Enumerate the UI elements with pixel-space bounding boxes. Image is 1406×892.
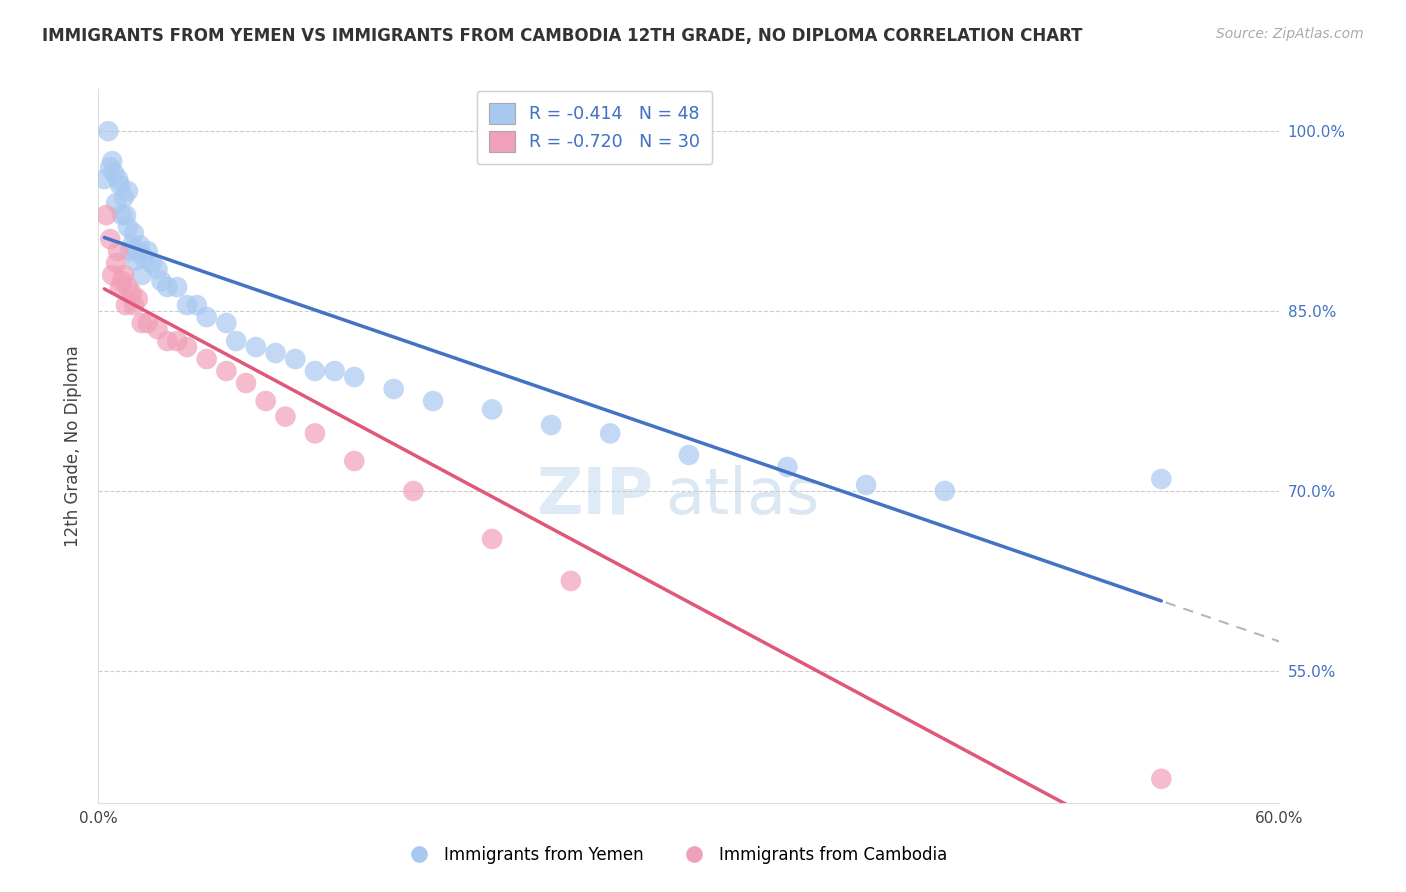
Point	[150, 274, 173, 288]
Point	[118, 244, 141, 259]
Point	[422, 394, 444, 409]
Point	[131, 316, 153, 330]
Point	[112, 268, 135, 282]
Point	[254, 394, 277, 409]
Point	[166, 280, 188, 294]
Point	[101, 154, 124, 169]
Point	[108, 280, 131, 294]
Point	[112, 190, 135, 204]
Point	[111, 208, 134, 222]
Point	[117, 280, 139, 294]
Point	[343, 454, 366, 468]
Point	[136, 244, 159, 259]
Point	[599, 426, 621, 441]
Point	[195, 310, 218, 324]
Point	[121, 286, 143, 301]
Point	[156, 280, 179, 294]
Point	[115, 298, 138, 312]
Point	[855, 478, 877, 492]
Point	[117, 184, 139, 198]
Point	[107, 172, 129, 186]
Point	[93, 172, 115, 186]
Point	[176, 340, 198, 354]
Point	[122, 226, 145, 240]
Point	[127, 292, 149, 306]
Point	[128, 238, 150, 252]
Point	[402, 483, 425, 498]
Point	[127, 244, 149, 259]
Legend: R = -0.414   N = 48, R = -0.720   N = 30: R = -0.414 N = 48, R = -0.720 N = 30	[477, 91, 711, 164]
Point	[146, 322, 169, 336]
Text: IMMIGRANTS FROM YEMEN VS IMMIGRANTS FROM CAMBODIA 12TH GRADE, NO DIPLOMA CORRELA: IMMIGRANTS FROM YEMEN VS IMMIGRANTS FROM…	[42, 27, 1083, 45]
Point	[245, 340, 267, 354]
Y-axis label: 12th Grade, No Diploma: 12th Grade, No Diploma	[65, 345, 83, 547]
Point	[323, 364, 346, 378]
Point	[121, 238, 143, 252]
Text: ZIP: ZIP	[537, 465, 654, 527]
Point	[166, 334, 188, 348]
Text: atlas: atlas	[665, 465, 820, 527]
Point	[934, 483, 956, 498]
Point	[274, 409, 297, 424]
Point	[107, 244, 129, 259]
Point	[176, 298, 198, 312]
Point	[1150, 772, 1173, 786]
Point	[146, 262, 169, 277]
Point	[1150, 472, 1173, 486]
Point	[96, 208, 118, 222]
Point	[776, 460, 799, 475]
Text: Source: ZipAtlas.com: Source: ZipAtlas.com	[1216, 27, 1364, 41]
Point	[136, 316, 159, 330]
Point	[101, 268, 124, 282]
Point	[304, 426, 326, 441]
Point	[131, 268, 153, 282]
Point	[98, 160, 121, 174]
Point	[122, 298, 145, 312]
Point	[186, 298, 208, 312]
Point	[103, 166, 125, 180]
Point	[105, 256, 128, 270]
Point	[115, 208, 138, 222]
Point	[98, 232, 121, 246]
Point	[195, 352, 218, 367]
Point	[481, 402, 503, 417]
Point	[215, 316, 238, 330]
Point	[156, 334, 179, 348]
Point	[382, 382, 405, 396]
Point	[481, 532, 503, 546]
Point	[215, 364, 238, 378]
Point	[105, 196, 128, 211]
Point	[117, 220, 139, 235]
Point	[678, 448, 700, 462]
Point	[132, 250, 155, 264]
Point	[304, 364, 326, 378]
Point	[264, 346, 287, 360]
Point	[97, 124, 120, 138]
Point	[540, 417, 562, 432]
Point	[111, 274, 134, 288]
Point	[284, 352, 307, 367]
Point	[560, 574, 582, 588]
Point	[125, 253, 148, 268]
Point	[141, 256, 163, 270]
Point	[225, 334, 247, 348]
Point	[343, 370, 366, 384]
Legend: Immigrants from Yemen, Immigrants from Cambodia: Immigrants from Yemen, Immigrants from C…	[396, 839, 953, 871]
Point	[108, 178, 131, 193]
Point	[235, 376, 257, 390]
